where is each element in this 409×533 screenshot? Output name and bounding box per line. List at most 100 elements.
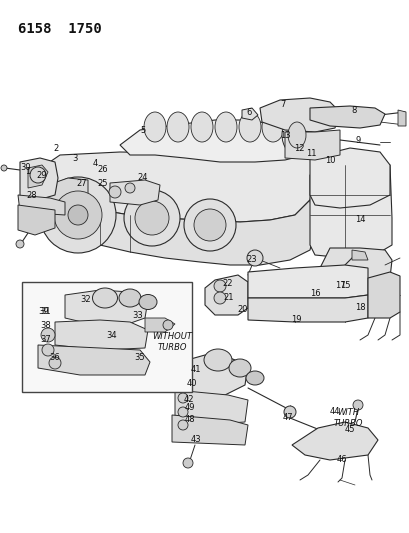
Text: 36: 36 xyxy=(49,353,60,362)
Polygon shape xyxy=(110,180,160,205)
Polygon shape xyxy=(247,295,367,322)
Text: 47: 47 xyxy=(282,414,292,423)
Ellipse shape xyxy=(238,112,261,142)
Text: 2: 2 xyxy=(53,143,58,152)
Text: 25: 25 xyxy=(97,179,108,188)
Ellipse shape xyxy=(139,295,157,310)
Text: 12: 12 xyxy=(293,143,303,152)
Polygon shape xyxy=(18,205,55,235)
Text: WITHOUT
TURBO: WITHOUT TURBO xyxy=(152,332,191,352)
Ellipse shape xyxy=(204,349,231,371)
Text: 7: 7 xyxy=(280,100,285,109)
Circle shape xyxy=(16,240,24,248)
Circle shape xyxy=(352,400,362,410)
Text: 44: 44 xyxy=(329,408,339,416)
Polygon shape xyxy=(48,178,88,212)
Circle shape xyxy=(182,458,193,468)
Polygon shape xyxy=(35,152,314,222)
Polygon shape xyxy=(247,265,367,298)
Text: 27: 27 xyxy=(76,179,87,188)
Polygon shape xyxy=(284,130,339,160)
Polygon shape xyxy=(397,110,405,126)
Text: 6: 6 xyxy=(246,108,251,117)
Circle shape xyxy=(178,407,188,417)
Polygon shape xyxy=(309,162,391,258)
Text: 14: 14 xyxy=(354,215,364,224)
Text: 10: 10 xyxy=(324,156,335,165)
Ellipse shape xyxy=(245,371,263,385)
Text: 34: 34 xyxy=(106,332,117,341)
Circle shape xyxy=(135,201,169,235)
Polygon shape xyxy=(38,188,314,265)
Circle shape xyxy=(42,344,54,356)
Text: 23: 23 xyxy=(246,255,257,264)
Text: 11: 11 xyxy=(305,149,315,157)
Polygon shape xyxy=(367,272,399,318)
Circle shape xyxy=(124,190,180,246)
Text: 45: 45 xyxy=(344,425,354,434)
Polygon shape xyxy=(20,158,58,200)
Text: 15: 15 xyxy=(339,281,349,290)
Text: 5: 5 xyxy=(140,125,145,134)
Text: 46: 46 xyxy=(336,456,346,464)
Text: 29: 29 xyxy=(37,171,47,180)
Circle shape xyxy=(30,167,46,183)
Polygon shape xyxy=(172,355,247,398)
Text: 42: 42 xyxy=(183,395,194,405)
Polygon shape xyxy=(65,290,148,325)
Text: 37: 37 xyxy=(40,335,51,344)
Circle shape xyxy=(178,365,188,375)
Ellipse shape xyxy=(281,115,311,155)
Text: 41: 41 xyxy=(190,366,201,375)
Text: 40: 40 xyxy=(186,379,197,389)
Text: 28: 28 xyxy=(27,190,37,199)
Circle shape xyxy=(1,165,7,171)
Circle shape xyxy=(109,186,121,198)
Circle shape xyxy=(68,205,88,225)
Polygon shape xyxy=(35,170,100,245)
Circle shape xyxy=(246,250,262,266)
Polygon shape xyxy=(18,195,65,215)
Text: 1: 1 xyxy=(25,167,31,176)
Text: 18: 18 xyxy=(354,303,364,312)
Polygon shape xyxy=(259,98,339,132)
Polygon shape xyxy=(38,345,150,375)
Text: 21: 21 xyxy=(223,294,234,303)
Polygon shape xyxy=(175,390,247,425)
Ellipse shape xyxy=(214,112,236,142)
Circle shape xyxy=(184,199,236,251)
Text: 19: 19 xyxy=(290,316,301,325)
Polygon shape xyxy=(204,275,247,315)
Polygon shape xyxy=(241,108,257,120)
Text: 39: 39 xyxy=(38,308,49,317)
Text: WITH
TURBO: WITH TURBO xyxy=(333,408,362,427)
Ellipse shape xyxy=(229,359,250,377)
Circle shape xyxy=(41,328,55,342)
Circle shape xyxy=(213,280,225,292)
Polygon shape xyxy=(309,106,384,128)
Ellipse shape xyxy=(92,288,117,308)
Text: 4: 4 xyxy=(92,159,97,168)
Ellipse shape xyxy=(119,289,141,307)
Text: 17: 17 xyxy=(334,281,344,290)
Text: 32: 32 xyxy=(81,295,91,304)
Text: 16: 16 xyxy=(309,289,319,298)
Text: 20: 20 xyxy=(237,305,247,314)
Ellipse shape xyxy=(166,112,189,142)
Ellipse shape xyxy=(261,112,283,142)
Circle shape xyxy=(54,191,102,239)
Ellipse shape xyxy=(144,112,166,142)
Circle shape xyxy=(40,177,116,253)
Polygon shape xyxy=(120,120,309,162)
Text: 24: 24 xyxy=(137,174,148,182)
Circle shape xyxy=(213,292,225,304)
Circle shape xyxy=(283,406,295,418)
Text: 3: 3 xyxy=(72,154,77,163)
Text: 35: 35 xyxy=(135,353,145,362)
Polygon shape xyxy=(145,318,175,332)
Text: 8: 8 xyxy=(351,106,356,115)
Circle shape xyxy=(193,209,225,241)
Circle shape xyxy=(178,393,188,403)
Polygon shape xyxy=(309,148,389,208)
Text: 26: 26 xyxy=(97,166,108,174)
